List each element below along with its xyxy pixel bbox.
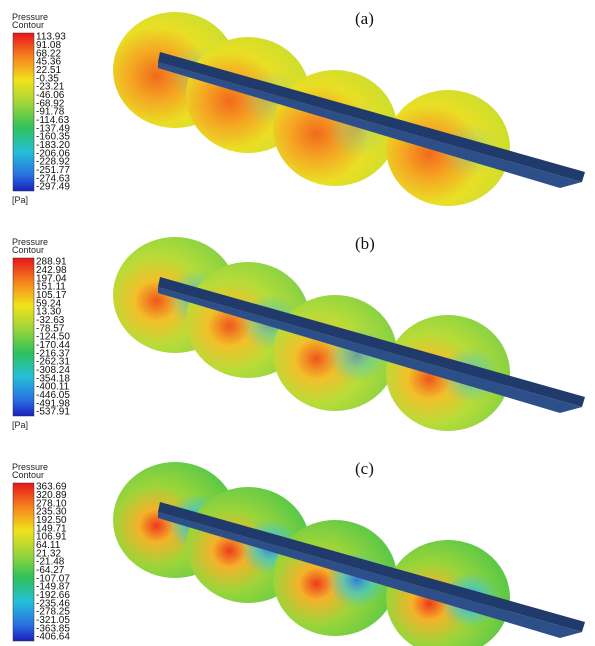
- legend-title: Contour: [12, 20, 44, 30]
- panel-label: (c): [355, 459, 374, 478]
- figure-canvas: PressureContour113.9391.0868.2245.3622.5…: [0, 0, 595, 646]
- legend-tick-label: -297.49: [36, 182, 70, 193]
- color-bar: [13, 33, 34, 191]
- panel: PressureContour363.69320.89278.10235.301…: [12, 459, 585, 646]
- figure: PressureContour113.9391.0868.2245.3622.5…: [0, 0, 595, 646]
- legend-unit: [Pa]: [12, 195, 28, 205]
- panel: PressureContour113.9391.0868.2245.3622.5…: [12, 9, 585, 206]
- legend-unit: [Pa]: [12, 420, 28, 430]
- legend-tick-label: -406.64: [36, 632, 70, 643]
- legend-tick-label: -537.91: [36, 407, 70, 418]
- legend-title: Contour: [12, 245, 44, 255]
- panel-label: (b): [355, 234, 375, 253]
- panel: PressureContour288.91242.98197.04151.111…: [12, 234, 585, 431]
- color-bar: [13, 483, 34, 641]
- color-bar: [13, 258, 34, 416]
- legend-title: Contour: [12, 470, 44, 480]
- panel-label: (a): [355, 9, 374, 28]
